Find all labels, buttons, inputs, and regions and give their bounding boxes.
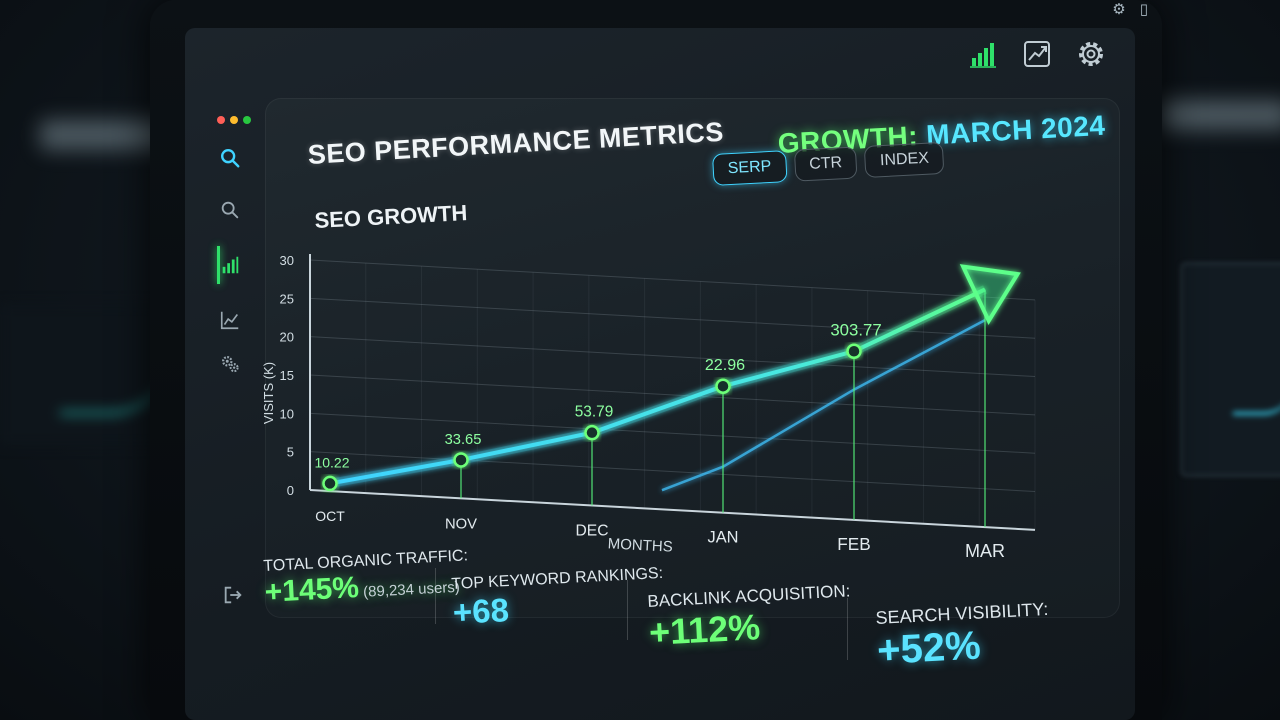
sidebar-item-search-primary[interactable] [205, 138, 255, 178]
divider [847, 598, 848, 660]
background-screen [0, 305, 170, 445]
x-tick-label: OCT [315, 508, 345, 524]
close-window-dot[interactable] [217, 116, 225, 124]
document-icon[interactable]: ▯ [1139, 0, 1148, 18]
series-line-glow [329, 285, 987, 488]
metric-backlink-acquisition: BACKLINK ACQUISITION: +112% [647, 581, 853, 654]
metric-note: (89,234 users) [362, 578, 461, 601]
bar-chart-icon [222, 256, 239, 274]
data-label: 22.96 [705, 356, 745, 374]
minimize-window-dot[interactable] [230, 116, 238, 124]
y-tick-label: 0 [287, 483, 294, 498]
data-label: 53.79 [575, 404, 614, 421]
dashboard-screen: ‹ SEO PERFORMANCE METRICS [185, 28, 1135, 720]
gridline [309, 297, 1036, 339]
x-tick-label: DEC [576, 523, 609, 540]
metric-search-visibility: SEARCH VISIBILITY: +52% [875, 599, 1051, 674]
data-point [846, 343, 862, 360]
x-tick-label: MAR [965, 541, 1005, 561]
data-label: 303.77 [830, 320, 881, 339]
x-tick-label: JAN [708, 529, 739, 547]
sidebar-item-trends[interactable] [205, 300, 255, 340]
data-label: 33.65 [445, 432, 482, 448]
y-tick-label: 15 [280, 368, 294, 383]
metric-organic-traffic: TOTAL ORGANIC TRAFFIC: +145% (89,234 user… [263, 547, 470, 610]
divider [627, 580, 628, 640]
data-point [453, 452, 469, 468]
header-toolbar [967, 38, 1107, 70]
gridline [309, 451, 1036, 493]
y-tick-label: 25 [280, 291, 294, 306]
maximize-window-dot[interactable] [243, 116, 251, 124]
series-line [329, 287, 986, 486]
growth-arrow-head [959, 264, 1021, 326]
chart-title: SEO GROWTH [314, 200, 468, 233]
logout-icon [224, 586, 242, 604]
search-icon [221, 201, 239, 219]
y-axis-label: VISITS (K) [261, 362, 276, 424]
y-tick-label: 5 [287, 445, 294, 460]
system-tray: ⚙ ▯ [1112, 0, 1148, 18]
search-icon [221, 149, 240, 168]
gridline [309, 336, 1036, 378]
window-controls [217, 116, 251, 124]
active-indicator [217, 246, 220, 284]
gridline [309, 412, 1036, 454]
x-axis [309, 489, 1036, 531]
sidebar-item-analytics[interactable] [205, 238, 255, 292]
monitor-bezel: ⚙ ▯ ‹ [150, 0, 1162, 720]
sidebar [205, 138, 255, 658]
background-monitor [1180, 262, 1280, 477]
gears-icon [222, 356, 239, 373]
series-line-secondary [661, 319, 986, 492]
x-axis-label: MONTHS [607, 535, 673, 555]
logout-button[interactable] [222, 584, 244, 611]
metric-value: +52% [876, 623, 982, 673]
divider [435, 568, 436, 624]
x-tick-label: FEB [837, 534, 870, 554]
data-point [584, 424, 600, 441]
background-ceiling-light [1160, 100, 1280, 130]
metric-keyword-rankings: TOP KEYWORD RANKINGS: +68 [451, 565, 666, 632]
line-chart-icon [220, 311, 239, 330]
gear-icon[interactable] [1075, 38, 1107, 70]
sidebar-item-search[interactable] [205, 190, 255, 230]
metric-value: +145% [263, 571, 360, 609]
data-point [715, 378, 731, 394]
sidebar-item-settings[interactable] [205, 344, 255, 384]
trend-chart-icon[interactable] [1021, 38, 1053, 70]
bar-chart-icon[interactable] [967, 38, 999, 70]
seo-growth-chart: SEO GROWTH 0 5 10 15 20 25 30 VISITS (K) OCT NOV DE… [261, 200, 1036, 561]
chart-card [265, 98, 1120, 618]
data-point [322, 475, 338, 492]
y-tick-label: 10 [280, 406, 294, 421]
gear-icon[interactable]: ⚙ [1112, 0, 1126, 18]
data-label: 10.22 [314, 454, 349, 470]
gridline [309, 374, 1036, 416]
x-tick-label: NOV [445, 516, 477, 532]
y-tick-label: 30 [280, 253, 294, 268]
y-tick-label: 20 [280, 330, 294, 345]
gridline [309, 259, 1036, 301]
